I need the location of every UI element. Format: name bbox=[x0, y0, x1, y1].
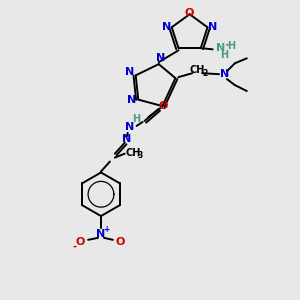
Text: H: H bbox=[227, 41, 236, 51]
Text: H: H bbox=[133, 114, 141, 124]
Text: CH: CH bbox=[190, 65, 205, 75]
Text: N: N bbox=[216, 43, 225, 53]
Text: N: N bbox=[208, 22, 217, 32]
Text: O: O bbox=[115, 237, 124, 247]
Text: H: H bbox=[220, 50, 229, 60]
Text: +: + bbox=[103, 225, 109, 234]
Text: ·: · bbox=[225, 39, 230, 52]
Text: N: N bbox=[162, 22, 171, 32]
Text: CH: CH bbox=[126, 148, 141, 158]
Text: O: O bbox=[159, 101, 168, 111]
Text: 2: 2 bbox=[202, 69, 208, 78]
Text: N: N bbox=[122, 134, 131, 144]
Text: N: N bbox=[156, 53, 165, 63]
Text: O: O bbox=[76, 237, 85, 247]
Text: N: N bbox=[96, 229, 106, 239]
Text: N: N bbox=[125, 68, 134, 77]
Text: N: N bbox=[127, 94, 136, 105]
Text: 3: 3 bbox=[138, 151, 143, 160]
Text: N: N bbox=[220, 69, 230, 79]
Text: N: N bbox=[125, 122, 134, 132]
Text: -: - bbox=[72, 242, 76, 252]
Text: O: O bbox=[185, 8, 194, 18]
